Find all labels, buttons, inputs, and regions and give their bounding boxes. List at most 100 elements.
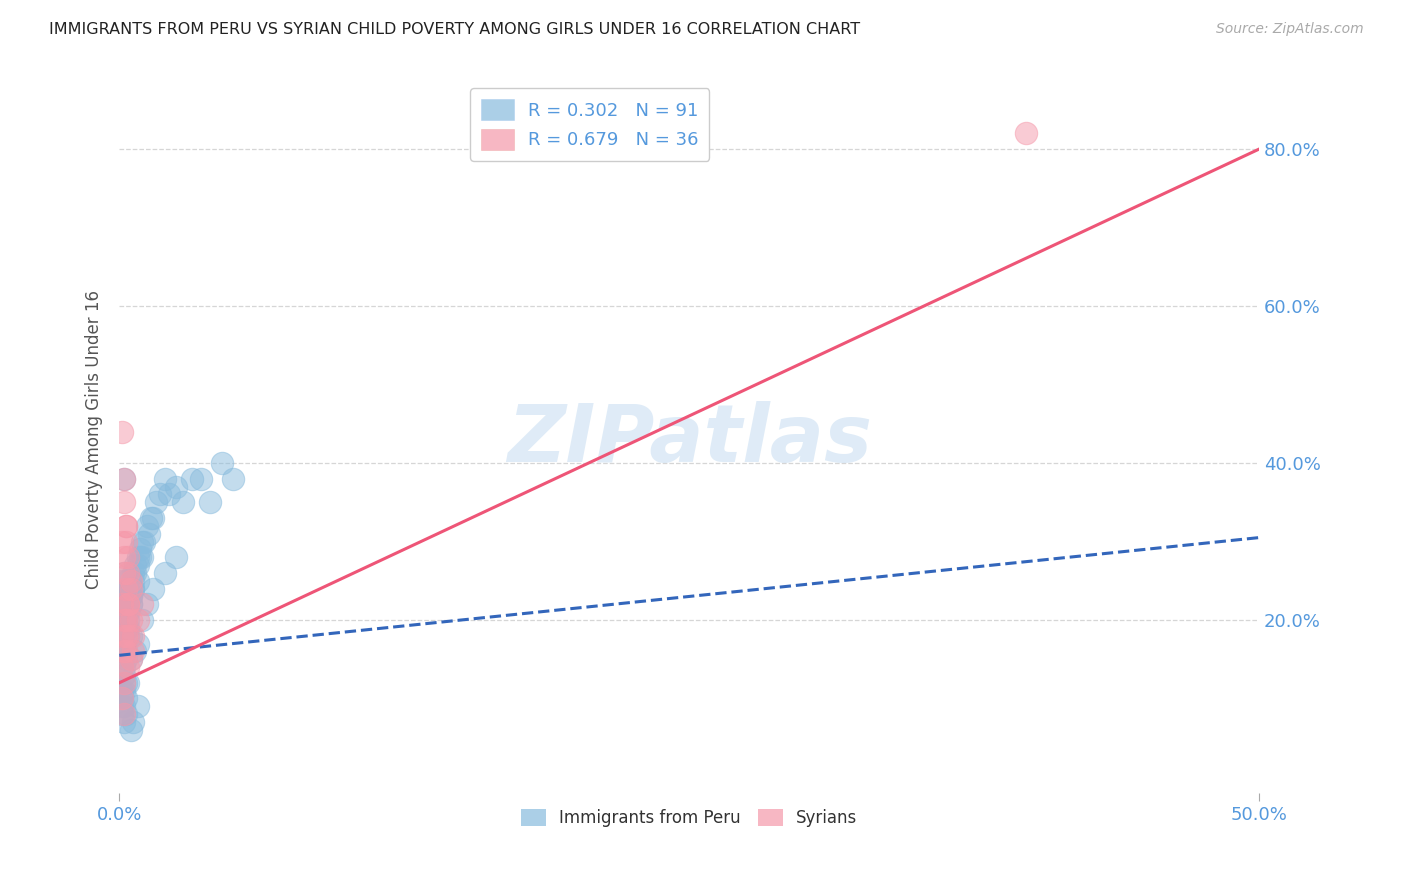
Point	[117, 613, 139, 627]
Legend: Immigrants from Peru, Syrians: Immigrants from Peru, Syrians	[515, 802, 863, 834]
Point	[115, 590, 138, 604]
Point	[112, 566, 135, 580]
Point	[153, 566, 176, 580]
Point	[115, 652, 138, 666]
Point	[110, 636, 132, 650]
Point	[135, 597, 157, 611]
Point	[120, 652, 142, 666]
Point	[127, 699, 149, 714]
Point	[115, 518, 138, 533]
Point	[128, 550, 150, 565]
Point	[110, 691, 132, 706]
Point	[117, 629, 139, 643]
Point	[131, 534, 153, 549]
Point	[120, 723, 142, 737]
Point	[120, 652, 142, 666]
Point	[115, 613, 138, 627]
Point	[112, 714, 135, 729]
Point	[122, 714, 145, 729]
Point	[131, 613, 153, 627]
Point	[117, 597, 139, 611]
Point	[211, 456, 233, 470]
Point	[122, 582, 145, 596]
Point	[124, 644, 146, 658]
Point	[127, 550, 149, 565]
Point	[112, 566, 135, 580]
Point	[110, 597, 132, 611]
Point	[115, 644, 138, 658]
Point	[112, 668, 135, 682]
Point	[115, 675, 138, 690]
Point	[142, 511, 165, 525]
Point	[110, 574, 132, 588]
Point	[120, 613, 142, 627]
Point	[124, 558, 146, 572]
Point	[120, 574, 142, 588]
Point	[112, 613, 135, 627]
Point	[115, 534, 138, 549]
Point	[1015, 127, 1038, 141]
Point	[122, 629, 145, 643]
Point	[135, 518, 157, 533]
Point	[115, 582, 138, 596]
Point	[117, 605, 139, 619]
Point	[124, 566, 146, 580]
Point	[122, 574, 145, 588]
Point	[110, 629, 132, 643]
Point	[110, 605, 132, 619]
Point	[127, 574, 149, 588]
Y-axis label: Child Poverty Among Girls Under 16: Child Poverty Among Girls Under 16	[86, 290, 103, 589]
Point	[110, 629, 132, 643]
Point	[110, 534, 132, 549]
Point	[127, 558, 149, 572]
Point	[110, 629, 132, 643]
Point	[112, 613, 135, 627]
Point	[117, 582, 139, 596]
Point	[142, 582, 165, 596]
Point	[141, 511, 163, 525]
Point	[117, 621, 139, 635]
Point	[117, 566, 139, 580]
Point	[110, 699, 132, 714]
Point	[138, 526, 160, 541]
Point	[128, 542, 150, 557]
Point	[115, 597, 138, 611]
Point	[149, 487, 172, 501]
Point	[115, 707, 138, 722]
Point	[131, 550, 153, 565]
Point	[110, 425, 132, 439]
Point	[115, 644, 138, 658]
Point	[120, 629, 142, 643]
Point	[117, 629, 139, 643]
Point	[110, 707, 132, 722]
Point	[120, 597, 142, 611]
Point	[115, 621, 138, 635]
Point	[112, 707, 135, 722]
Point	[117, 597, 139, 611]
Point	[115, 629, 138, 643]
Point	[112, 660, 135, 674]
Point	[112, 613, 135, 627]
Point	[127, 613, 149, 627]
Point	[110, 691, 132, 706]
Point	[110, 597, 132, 611]
Point	[112, 683, 135, 698]
Text: IMMIGRANTS FROM PERU VS SYRIAN CHILD POVERTY AMONG GIRLS UNDER 16 CORRELATION CH: IMMIGRANTS FROM PERU VS SYRIAN CHILD POV…	[49, 22, 860, 37]
Point	[112, 675, 135, 690]
Point	[165, 480, 187, 494]
Point	[110, 660, 132, 674]
Point	[115, 518, 138, 533]
Point	[157, 487, 180, 501]
Point	[190, 472, 212, 486]
Point	[112, 644, 135, 658]
Point	[112, 636, 135, 650]
Point	[112, 605, 135, 619]
Point	[122, 582, 145, 596]
Text: ZIPatlas: ZIPatlas	[506, 401, 872, 478]
Text: Source: ZipAtlas.com: Source: ZipAtlas.com	[1216, 22, 1364, 37]
Point	[120, 597, 142, 611]
Point	[172, 495, 194, 509]
Point	[134, 534, 156, 549]
Point	[122, 566, 145, 580]
Point	[110, 590, 132, 604]
